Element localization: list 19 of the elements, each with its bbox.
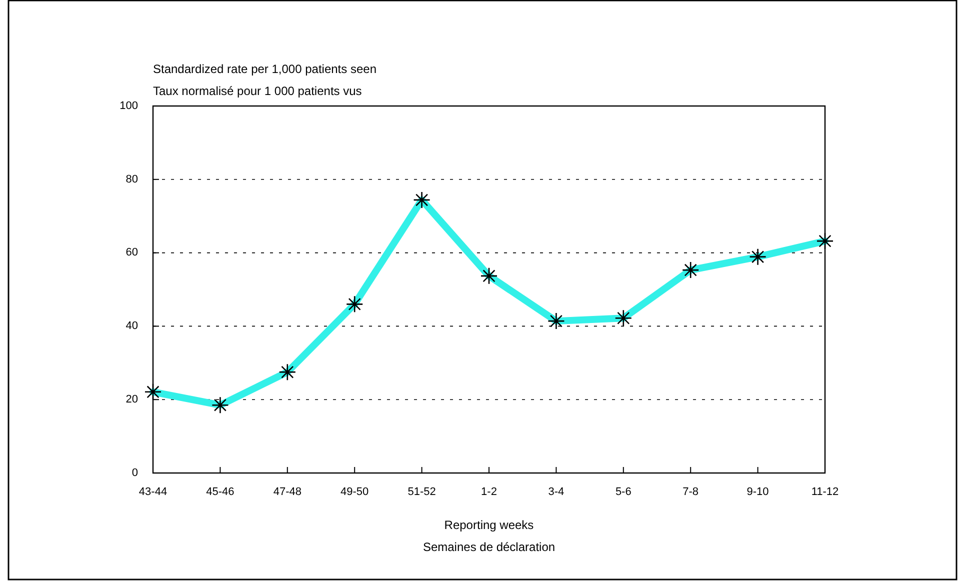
y-tick-label: 60 — [126, 246, 138, 259]
x-tick-label: 51-52 — [408, 486, 436, 498]
y-tick-label: 40 — [126, 320, 138, 332]
x-tick-label: 9-10 — [746, 486, 769, 498]
x-tick-label: 1-2 — [481, 486, 497, 498]
x-tick-label: 5-6 — [615, 486, 632, 498]
x-tick-label: 47-48 — [273, 486, 302, 498]
x-tick-label: 11-12 — [811, 486, 839, 498]
x-tick-label: 3-4 — [548, 486, 564, 498]
y-tick-label: 0 — [132, 466, 138, 479]
y-tick-label: 100 — [120, 100, 138, 112]
x-tick-label: 7-8 — [682, 486, 699, 498]
y-tick-label: 20 — [126, 394, 138, 406]
y-axis-title: Standardized rate per 1,000 patients seen Taux normalisé pour 1 000 patients vus — [153, 62, 376, 98]
x-tick-label: 45-46 — [206, 486, 234, 498]
x-tick-label: 49-50 — [340, 486, 369, 498]
x-tick-label: 43-44 — [138, 486, 168, 498]
y-tick-label: 80 — [126, 173, 138, 186]
x-axis-title: Reporting weeks Semaines de déclaration — [422, 518, 556, 554]
